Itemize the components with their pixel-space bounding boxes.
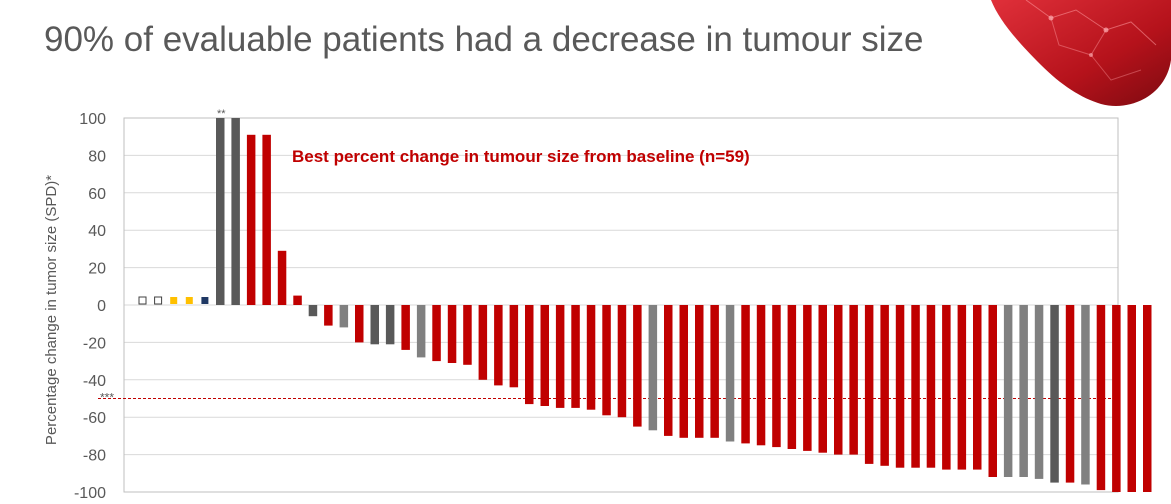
- bar: [555, 305, 565, 408]
- bar: [1143, 305, 1152, 492]
- bar: [803, 305, 812, 451]
- y-tick-label: 60: [88, 186, 106, 203]
- y-tick-label: 100: [79, 111, 106, 128]
- y-tick-label: 20: [88, 261, 106, 278]
- y-axis-label: Percentage change in tumor size (SPD)*: [43, 175, 60, 445]
- y-tick-label: -40: [83, 373, 106, 390]
- bar: [664, 305, 673, 436]
- bar: [478, 305, 488, 380]
- bar: [370, 305, 379, 345]
- bar: [648, 305, 658, 431]
- bar: [246, 134, 256, 305]
- bar: [231, 118, 240, 305]
- bar: [1112, 305, 1121, 492]
- bar-annotation: **: [217, 108, 226, 120]
- bar: [895, 305, 905, 468]
- marker-square: [154, 296, 163, 305]
- y-tick-label: -80: [83, 448, 106, 465]
- bar: [725, 305, 735, 442]
- bar: [864, 305, 874, 464]
- bar: [756, 305, 766, 446]
- bar: [849, 305, 858, 455]
- reference-line-label: ***: [100, 391, 114, 405]
- bar: [416, 305, 426, 358]
- bar: [308, 305, 318, 317]
- bar: [988, 305, 997, 477]
- bar: [1081, 305, 1090, 485]
- bar: [1065, 305, 1075, 483]
- bar: [525, 305, 534, 405]
- bar: [447, 305, 457, 363]
- bar: [633, 305, 642, 427]
- marker-square: [185, 297, 193, 304]
- bar: [216, 118, 225, 305]
- bar: [355, 305, 364, 343]
- marker-square: [138, 296, 147, 305]
- bar: [494, 305, 503, 386]
- bar: [1003, 305, 1013, 477]
- bar: [324, 305, 333, 326]
- marker-square: [201, 297, 209, 304]
- bar: [942, 305, 951, 470]
- bar: [973, 305, 982, 470]
- y-tick-label: -100: [74, 485, 106, 502]
- bar: [339, 305, 349, 328]
- bar: [463, 305, 472, 365]
- bar: [1034, 305, 1044, 479]
- legend-markers: [138, 296, 209, 305]
- bar: [1050, 305, 1059, 483]
- bar: [262, 134, 271, 305]
- bar: [571, 305, 580, 408]
- bar: [741, 305, 750, 444]
- page-title: 90% of evaluable patients had a decrease…: [44, 20, 924, 59]
- bar: [586, 305, 596, 410]
- bar: [1127, 305, 1136, 492]
- bar: [787, 305, 797, 449]
- bar: [509, 305, 519, 388]
- bar: [432, 305, 441, 362]
- bar: [277, 250, 287, 305]
- bar: [926, 305, 936, 468]
- bar: [540, 305, 549, 406]
- chart-title: Best percent change in tumour size from …: [292, 147, 750, 166]
- y-tick-label: 0: [97, 298, 106, 315]
- bar: [772, 305, 781, 448]
- bar: [695, 305, 704, 438]
- chart-bars: [216, 118, 1152, 492]
- bar: [834, 305, 843, 455]
- bar: [957, 305, 967, 470]
- bar: [818, 305, 827, 453]
- bar: [911, 305, 920, 468]
- bar: [401, 305, 410, 350]
- marker-square: [170, 297, 178, 304]
- bar: [880, 305, 889, 466]
- bar: [385, 305, 395, 345]
- bar: [710, 305, 719, 438]
- y-tick-label: -20: [83, 335, 106, 352]
- y-tick-label: -60: [83, 410, 106, 427]
- bar: [1096, 305, 1106, 491]
- corner-decoration: [991, 0, 1171, 106]
- bar: [617, 305, 627, 418]
- bar: [602, 305, 611, 416]
- bar: [1019, 305, 1028, 477]
- y-tick-label: 80: [88, 148, 106, 165]
- bar: [679, 305, 688, 438]
- bar: [293, 295, 302, 305]
- y-tick-label: 40: [88, 223, 106, 240]
